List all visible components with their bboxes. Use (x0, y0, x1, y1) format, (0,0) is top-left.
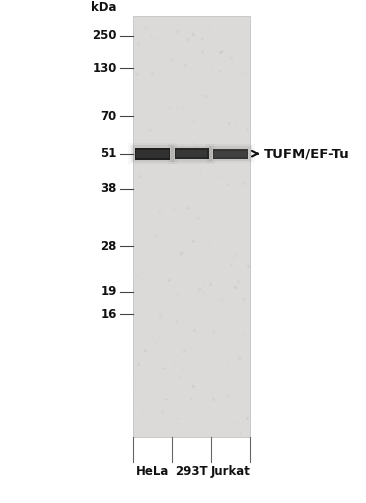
Text: TUFM/EF-Tu: TUFM/EF-Tu (264, 147, 350, 160)
Text: 293T: 293T (175, 465, 208, 478)
Bar (132, 16, 250, 437)
Bar (175, 148, 209, 159)
Bar (206, 144, 255, 163)
Text: 130: 130 (93, 62, 117, 75)
Bar (214, 151, 247, 157)
Text: HeLa: HeLa (136, 465, 169, 478)
Bar (135, 148, 170, 160)
Text: kDa: kDa (92, 1, 117, 14)
Bar (213, 149, 249, 159)
Text: 38: 38 (101, 182, 117, 195)
Bar (171, 146, 212, 161)
Bar (131, 145, 174, 162)
Bar (137, 150, 169, 158)
Bar (128, 143, 176, 164)
Text: Jurkat: Jurkat (210, 465, 250, 478)
Bar (176, 150, 207, 157)
Bar (209, 146, 252, 161)
Text: 70: 70 (101, 110, 117, 123)
Text: 51: 51 (101, 147, 117, 160)
Text: 16: 16 (101, 308, 117, 321)
Text: 250: 250 (93, 29, 117, 42)
Text: 19: 19 (101, 285, 117, 298)
Bar (168, 144, 215, 163)
Text: 28: 28 (101, 240, 117, 253)
